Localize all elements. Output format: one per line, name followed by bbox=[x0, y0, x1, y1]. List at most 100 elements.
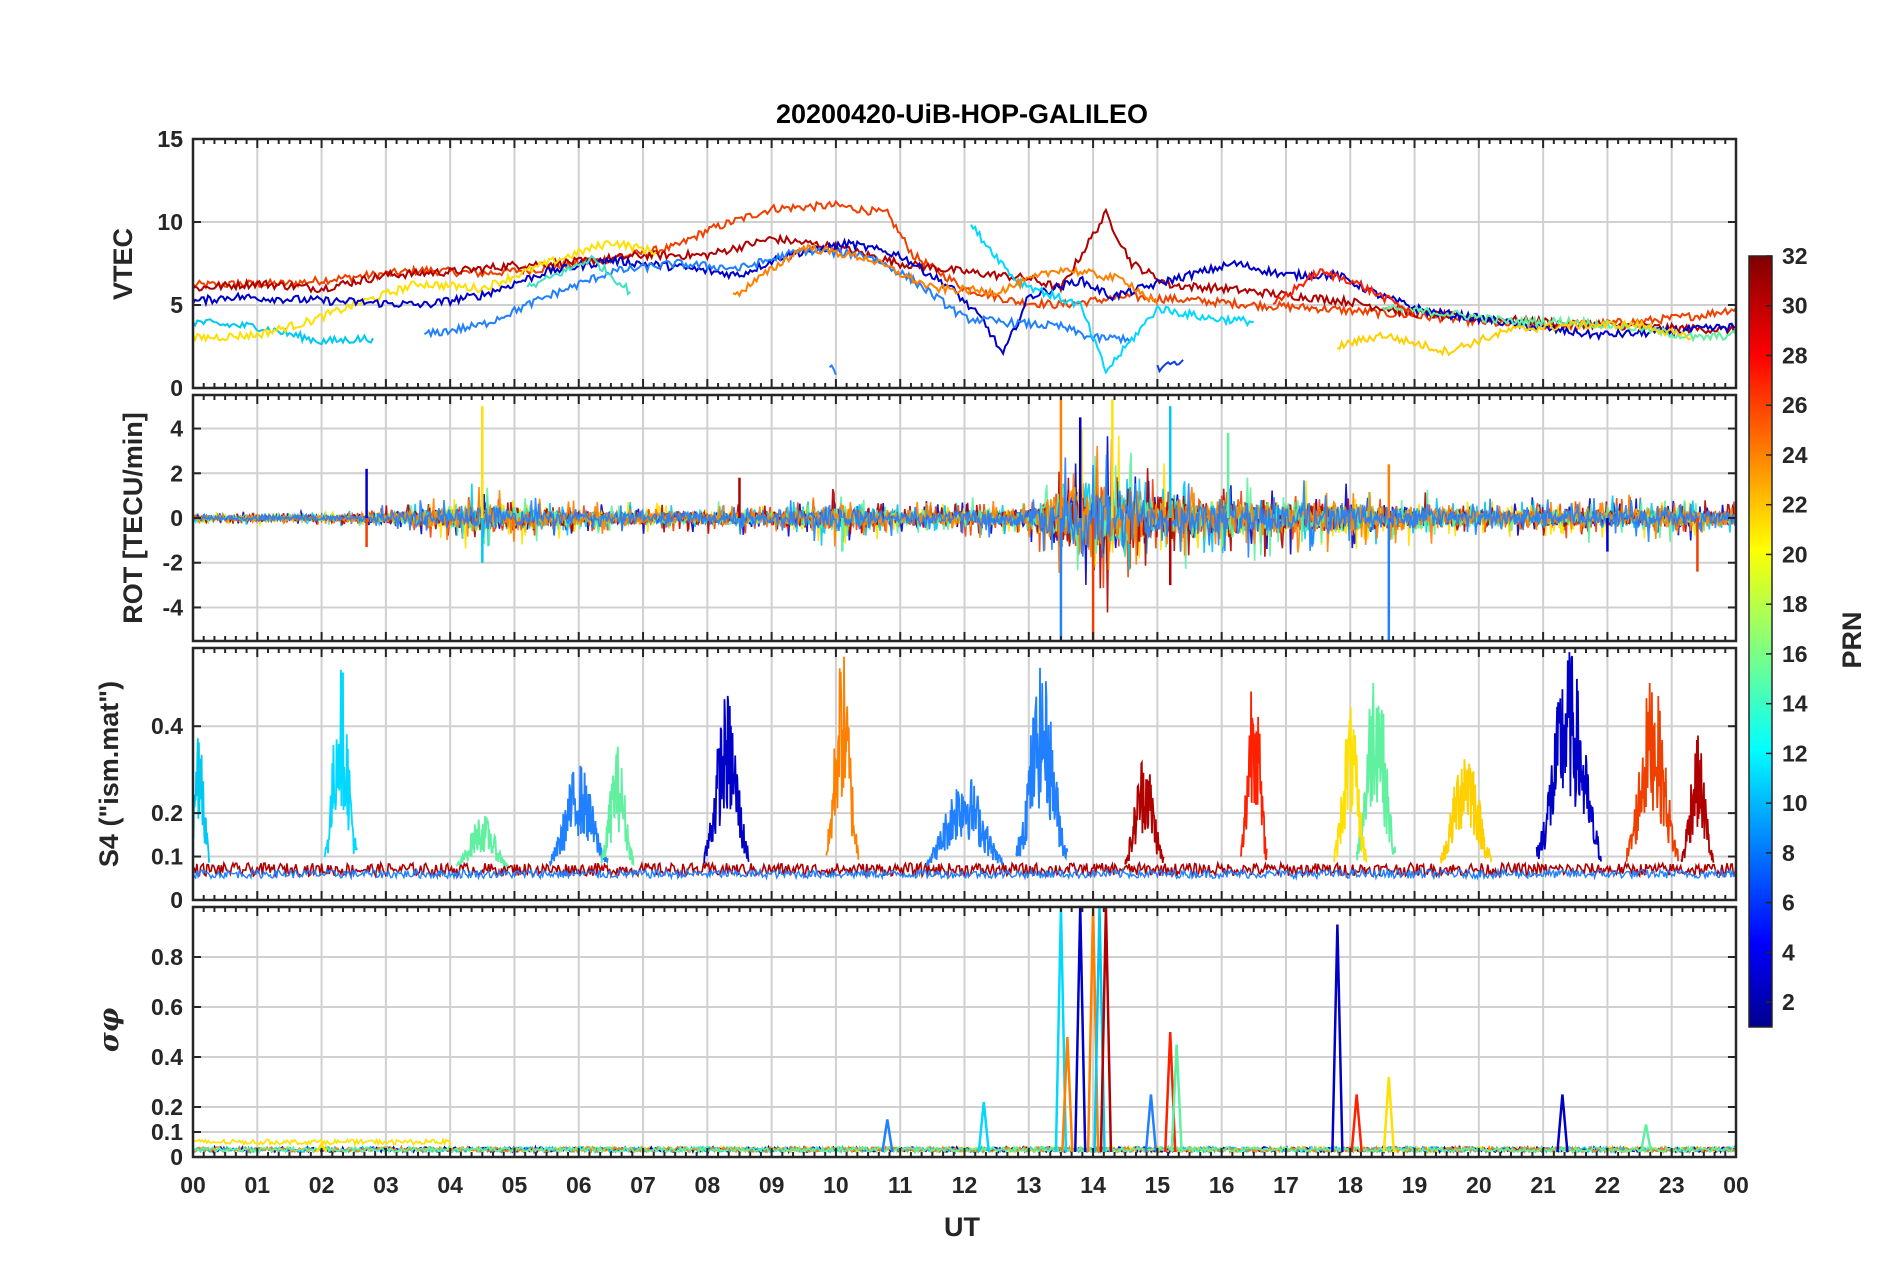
x-tick-label: 14 bbox=[1080, 1172, 1106, 1198]
sigma-spike bbox=[1170, 1044, 1183, 1153]
s4-burst bbox=[323, 669, 358, 858]
s4-burst bbox=[1333, 707, 1368, 863]
panel-s4-axes: 0 0.1 0.2 0.4 bbox=[151, 646, 1738, 913]
vtec-trace bbox=[1272, 268, 1415, 316]
y-tick-label: 0.4 bbox=[151, 1044, 183, 1070]
sigma-spike bbox=[1639, 1124, 1653, 1153]
sigma-spike bbox=[1099, 907, 1113, 1153]
s4-burst bbox=[193, 738, 210, 863]
panel-frame bbox=[191, 137, 1738, 390]
s4-burst bbox=[1535, 652, 1602, 862]
y-tick-label: 0.2 bbox=[151, 800, 183, 826]
y-tick-label: -2 bbox=[163, 550, 183, 576]
x-tick-label: 05 bbox=[502, 1172, 528, 1198]
x-tick-label: 16 bbox=[1209, 1172, 1235, 1198]
s4-burst bbox=[1355, 682, 1397, 861]
colorbar-tick-label: 28 bbox=[1782, 342, 1808, 368]
y-tick-label: 5 bbox=[170, 292, 183, 318]
panel-sigma-phi: 00.10.2 0.4 0.6 0.8 σφ bbox=[94, 905, 1738, 1170]
x-tick-label: 17 bbox=[1273, 1172, 1299, 1198]
s4-burst bbox=[1625, 682, 1679, 862]
s4-baseline bbox=[193, 866, 1736, 881]
sigma-spike bbox=[1382, 1076, 1396, 1153]
vtec-trace bbox=[193, 237, 1736, 357]
s4-burst bbox=[1124, 759, 1165, 865]
panel-rot: -4 -2 0 2 4 ROT [TECU/min] bbox=[118, 393, 1738, 643]
vtec-trace bbox=[970, 224, 1255, 375]
sigma-spike bbox=[881, 1119, 894, 1153]
x-tick-label: 00 bbox=[1723, 1172, 1749, 1198]
x-tick-label: 11 bbox=[888, 1172, 913, 1198]
vtec-trace bbox=[732, 242, 1159, 306]
sigma-spike bbox=[1556, 1094, 1569, 1153]
panel-s4-ylabel: S4 ("ism.mat") bbox=[94, 681, 124, 867]
panel-rot-traces bbox=[193, 395, 1736, 641]
panel-rot-axes: -4 -2 0 2 4 bbox=[163, 393, 1738, 643]
s4-burst bbox=[1680, 735, 1715, 863]
s4-burst bbox=[1439, 759, 1493, 864]
vtec-trace bbox=[526, 254, 631, 297]
y-tick-label: 2 bbox=[170, 460, 183, 486]
vtec-trace bbox=[193, 239, 657, 343]
y-tick-label: 0 bbox=[170, 505, 183, 531]
panel-s4: 0 0.1 0.2 0.4 S4 ("ism.mat") bbox=[94, 646, 1738, 913]
x-tick-label: 09 bbox=[759, 1172, 785, 1198]
x-tick-label: 06 bbox=[566, 1172, 592, 1198]
s4-burst bbox=[548, 765, 609, 868]
sigma-spike bbox=[1061, 1036, 1074, 1153]
colorbar-label: PRN bbox=[1837, 611, 1867, 668]
sigma-spike bbox=[1144, 1094, 1158, 1153]
sigma-spike bbox=[1054, 907, 1068, 1153]
y-tick-label: 0.1 bbox=[151, 1119, 183, 1145]
x-axis-label: UT bbox=[944, 1212, 980, 1242]
s4-burst bbox=[1240, 691, 1268, 861]
y-tick-label: 0.8 bbox=[151, 944, 183, 970]
x-tick-label: 10 bbox=[823, 1172, 849, 1198]
sigma-spike bbox=[1350, 1094, 1363, 1153]
colorbar-tick-label: 26 bbox=[1782, 392, 1808, 418]
colorbar-gradient bbox=[1748, 255, 1773, 1028]
x-tick-label: 07 bbox=[630, 1172, 656, 1198]
s4-burst bbox=[825, 656, 860, 860]
y-tick-label: -4 bbox=[163, 594, 184, 620]
y-tick-label: 0.1 bbox=[151, 844, 183, 870]
s4-burst bbox=[600, 746, 635, 866]
x-tick-label: 20 bbox=[1466, 1172, 1492, 1198]
x-tick-label: 08 bbox=[695, 1172, 721, 1198]
colorbar-tick-label: 18 bbox=[1782, 591, 1808, 617]
rot-trace bbox=[193, 454, 1736, 558]
x-tick-label: 15 bbox=[1145, 1172, 1171, 1198]
colorbar-tick-label: 2 bbox=[1782, 989, 1795, 1015]
x-tick-label: 12 bbox=[952, 1172, 978, 1198]
colorbar-tick-label: 12 bbox=[1782, 740, 1808, 766]
x-tick-label: 22 bbox=[1595, 1172, 1621, 1198]
x-tick-label: 00 bbox=[180, 1172, 206, 1198]
x-tick-label: 04 bbox=[437, 1172, 463, 1198]
vtec-trace bbox=[193, 318, 374, 346]
panel-frame bbox=[191, 393, 1738, 643]
panel-frame bbox=[191, 905, 1738, 1159]
colorbar-tick-label: 10 bbox=[1782, 790, 1808, 816]
x-tick-label: 18 bbox=[1337, 1172, 1363, 1198]
s4-burst bbox=[925, 779, 1004, 867]
s4-burst bbox=[455, 815, 509, 869]
y-tick-label: 0 bbox=[170, 375, 183, 401]
vtec-trace bbox=[423, 244, 1133, 345]
sigma-spike bbox=[1331, 924, 1344, 1153]
x-tick-label: 13 bbox=[1016, 1172, 1042, 1198]
panel-sigma-phi-ylabel: σφ bbox=[94, 1007, 125, 1052]
x-tick-label: 21 bbox=[1530, 1172, 1556, 1198]
panel-frame bbox=[191, 646, 1738, 902]
y-tick-label: 10 bbox=[157, 209, 183, 235]
colorbar-tick-label: 4 bbox=[1782, 939, 1795, 965]
sigma-spike bbox=[315, 1142, 328, 1153]
y-tick-label: 15 bbox=[157, 126, 183, 152]
colorbar-tick-label: 16 bbox=[1782, 641, 1808, 667]
sigma-spike bbox=[1073, 907, 1087, 1153]
x-tick-label: 02 bbox=[309, 1172, 335, 1198]
vtec-trace bbox=[828, 363, 837, 376]
